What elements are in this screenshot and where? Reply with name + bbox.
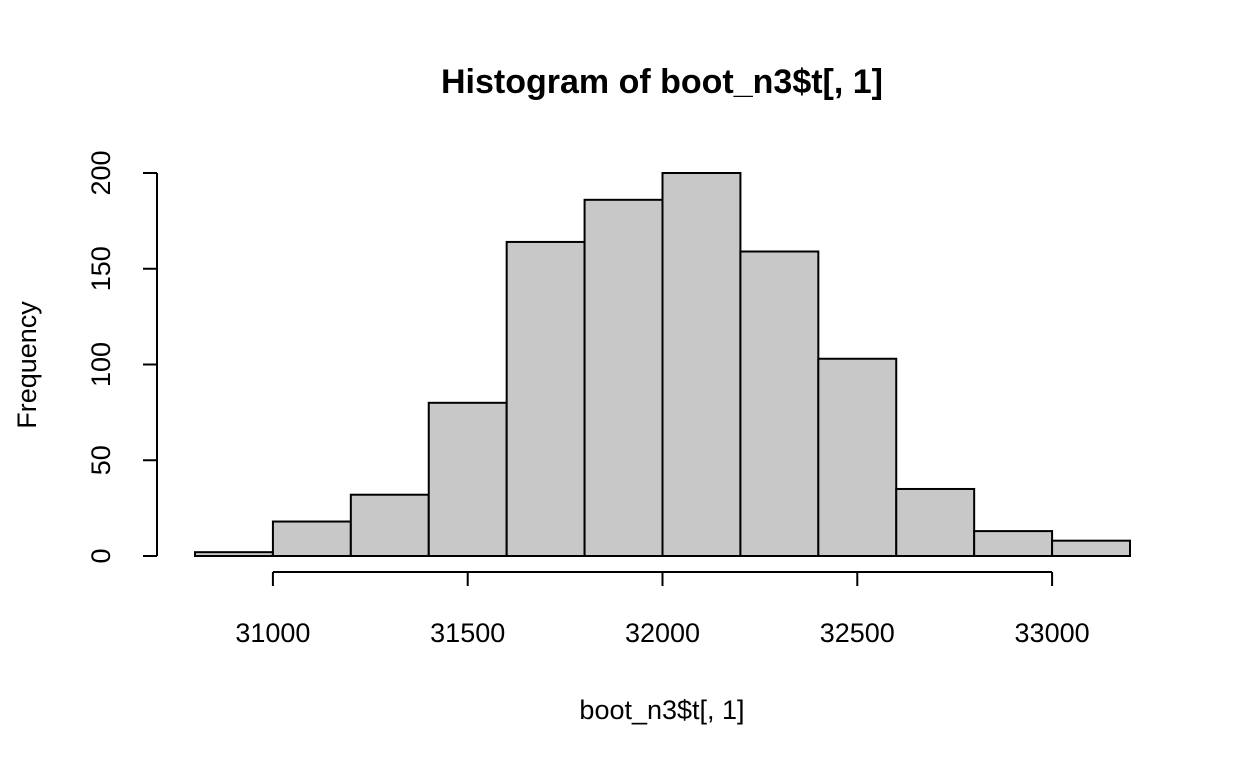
x-axis-label: boot_n3$t[, 1] — [579, 695, 744, 725]
x-tick-label: 31500 — [430, 618, 505, 648]
x-tick-label: 32500 — [820, 618, 895, 648]
histogram-bar — [1051, 539, 1132, 557]
y-tick-label: 0 — [86, 548, 116, 563]
histogram-bar — [661, 172, 742, 557]
histogram-bars — [194, 172, 1132, 558]
histogram-bar — [895, 487, 976, 558]
y-tick-label: 100 — [86, 342, 116, 387]
chart-title: Histogram of boot_n3$t[, 1] — [441, 63, 883, 101]
y-tick-label: 150 — [86, 246, 116, 291]
histogram-bar — [583, 198, 664, 557]
histogram-bar — [973, 530, 1054, 557]
x-tick-label: 32000 — [625, 618, 700, 648]
histogram-bar — [271, 520, 352, 558]
x-axis: 31000 31500 32000 32500 33000 — [235, 571, 1090, 648]
x-tick-label: 33000 — [1015, 618, 1090, 648]
y-tick-label: 50 — [86, 445, 116, 475]
y-tick-label: 200 — [86, 150, 116, 195]
histogram-bar — [349, 493, 430, 557]
histogram-bar — [194, 551, 274, 557]
histogram-bar — [427, 401, 508, 557]
y-axis: 0 50 100 150 200 — [86, 150, 158, 564]
y-axis-label: Frequency — [12, 301, 42, 429]
x-tick-label: 31000 — [235, 618, 310, 648]
histogram-bar — [505, 240, 586, 557]
histogram-bar — [817, 357, 898, 557]
histogram-bar — [739, 250, 820, 557]
